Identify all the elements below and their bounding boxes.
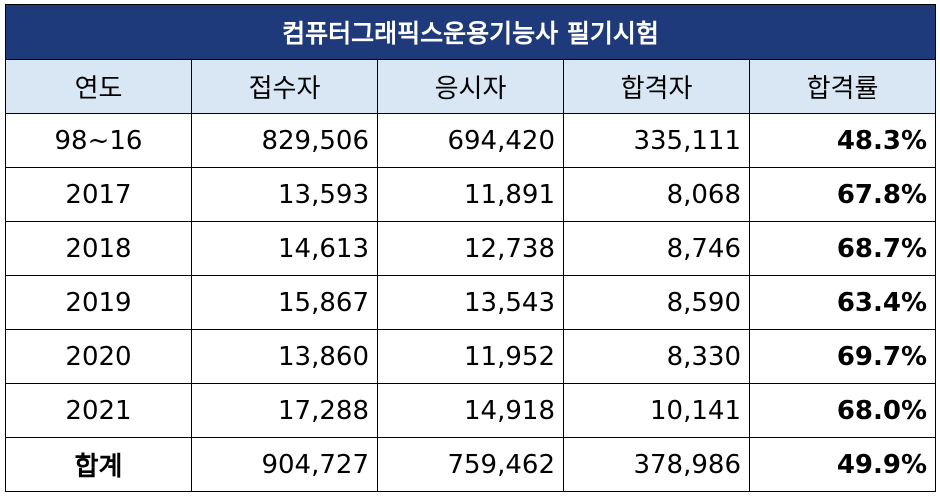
total-label: 합계 — [5, 437, 192, 492]
pass-rate-cell: 69.7% — [748, 329, 937, 384]
table-title: 컴퓨터그래픽스운용기능사 필기시험 — [4, 4, 937, 60]
passed-cell: 8,746 — [563, 221, 750, 276]
passed-cell: 8,068 — [563, 167, 750, 222]
passed-cell: 8,590 — [563, 275, 750, 330]
applicants-cell: 13,860 — [191, 329, 378, 384]
total-pass-rate: 49.9% — [748, 437, 937, 492]
table-row: 2018 14,613 12,738 8,746 68.7% — [5, 221, 937, 276]
total-row: 합계 904,727 759,462 378,986 49.9% — [5, 437, 937, 492]
applicants-cell: 13,593 — [191, 167, 378, 222]
applicants-cell: 17,288 — [191, 383, 378, 438]
applicants-cell: 829,506 — [191, 113, 378, 168]
examinees-cell: 694,420 — [377, 113, 564, 168]
header-examinees: 응시자 — [377, 59, 564, 114]
table-row: 2017 13,593 11,891 8,068 67.8% — [5, 167, 937, 222]
passed-cell: 8,330 — [563, 329, 750, 384]
header-passed: 합격자 — [563, 59, 750, 114]
table-row: 98~16 829,506 694,420 335,111 48.3% — [5, 113, 937, 168]
examinees-cell: 14,918 — [377, 383, 564, 438]
passed-cell: 335,111 — [563, 113, 750, 168]
examinees-cell: 11,891 — [377, 167, 564, 222]
examinees-cell: 12,738 — [377, 221, 564, 276]
pass-rate-cell: 68.7% — [748, 221, 937, 276]
pass-rate-cell: 68.0% — [748, 383, 937, 438]
year-cell: 2020 — [5, 329, 192, 384]
total-examinees: 759,462 — [377, 437, 564, 492]
table-row: 2020 13,860 11,952 8,330 69.7% — [5, 329, 937, 384]
total-applicants: 904,727 — [191, 437, 378, 492]
year-cell: 98~16 — [5, 113, 192, 168]
year-cell: 2018 — [5, 221, 192, 276]
pass-rate-cell: 48.3% — [748, 113, 937, 168]
header-year: 연도 — [5, 59, 192, 114]
pass-rate-cell: 67.8% — [748, 167, 937, 222]
year-cell: 2017 — [5, 167, 192, 222]
examinees-cell: 13,543 — [377, 275, 564, 330]
passed-cell: 10,141 — [563, 383, 750, 438]
exam-statistics-table: 컴퓨터그래픽스운용기능사 필기시험 연도 접수자 응시자 합격자 합격률 98~… — [4, 4, 937, 492]
header-pass-rate: 합격률 — [748, 59, 937, 114]
year-cell: 2021 — [5, 383, 192, 438]
header-applicants: 접수자 — [191, 59, 378, 114]
total-passed: 378,986 — [563, 437, 750, 492]
applicants-cell: 14,613 — [191, 221, 378, 276]
header-row: 연도 접수자 응시자 합격자 합격률 — [5, 59, 937, 114]
table-row: 2019 15,867 13,543 8,590 63.4% — [5, 275, 937, 330]
applicants-cell: 15,867 — [191, 275, 378, 330]
year-cell: 2019 — [5, 275, 192, 330]
table-row: 2021 17,288 14,918 10,141 68.0% — [5, 383, 937, 438]
examinees-cell: 11,952 — [377, 329, 564, 384]
pass-rate-cell: 63.4% — [748, 275, 937, 330]
